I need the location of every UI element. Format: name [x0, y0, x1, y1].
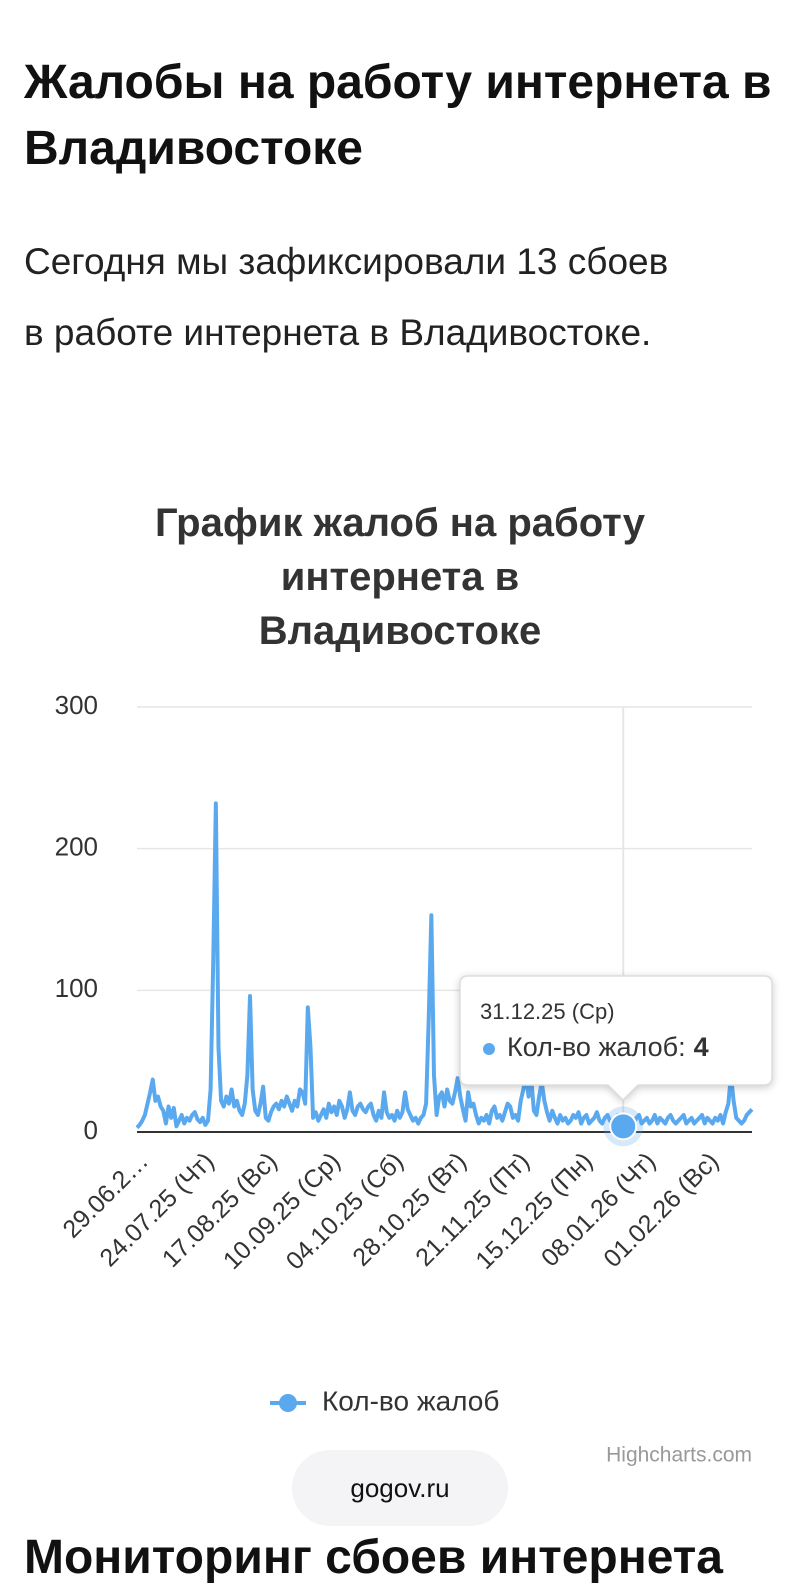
tooltip-box	[459, 975, 773, 1102]
tooltip-label: Кол-во жалоб:	[507, 1032, 686, 1062]
site-button[interactable]: gogov.ru	[292, 1450, 508, 1526]
legend-marker	[279, 1394, 297, 1412]
tooltip-date: 31.12.25 (Ср)	[480, 999, 615, 1024]
next-heading: Мониторинг сбоев интернета	[24, 1531, 723, 1584]
y-tick-label: 100	[55, 973, 98, 1003]
credits: Highcharts.com	[606, 1444, 752, 1467]
tooltip-text: Кол-во жалоб: 4	[507, 1032, 709, 1062]
legend-label[interactable]: Кол-во жалоб	[322, 1385, 499, 1416]
y-tick-label: 0	[84, 1115, 98, 1145]
y-tick-label: 200	[55, 832, 98, 862]
data-line	[135, 801, 754, 1130]
y-tick-label: 300	[55, 690, 98, 720]
tooltip-value: 4	[694, 1032, 709, 1062]
page-title: Жалобы на работу интернета в Владивосток…	[24, 56, 772, 175]
tooltip-marker	[483, 1043, 495, 1055]
chart-title: График жалоб на работу интернета в Влади…	[155, 501, 645, 653]
intro-text: Сегодня мы зафиксировали 13 сбоев в рабо…	[24, 241, 669, 353]
hovered-point	[609, 1112, 638, 1141]
tooltip: 31.12.25 (Ср) Кол-во жалоб: 4	[459, 975, 773, 1102]
